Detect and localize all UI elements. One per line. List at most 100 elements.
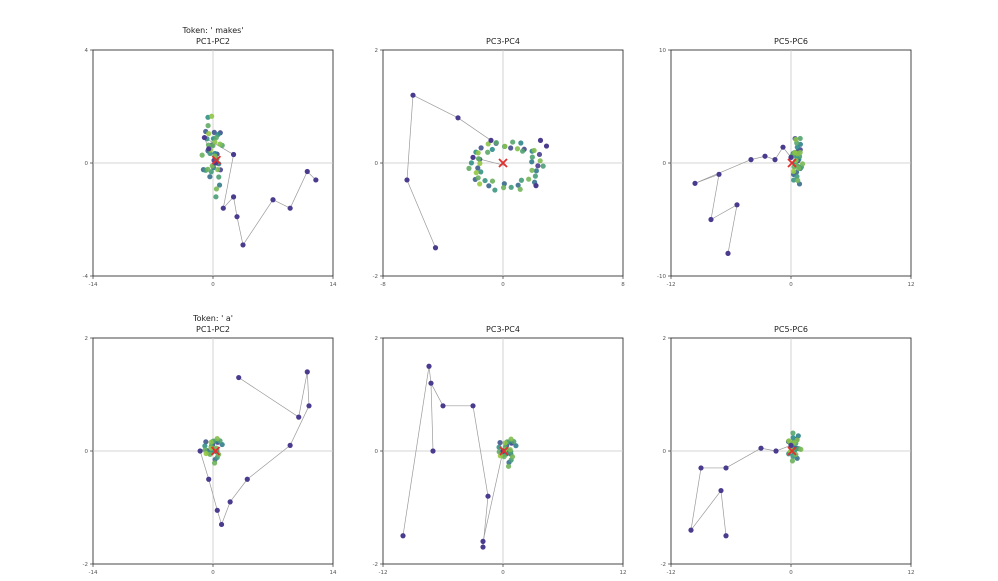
- cluster-point: [489, 146, 495, 153]
- y-tick-label: -2: [373, 562, 378, 568]
- cluster-point: [485, 141, 491, 147]
- cluster-point: [199, 152, 205, 158]
- subplot-title: PC1-PC2: [196, 325, 230, 334]
- trajectory-point: [772, 157, 778, 163]
- trajectory-segment: [428, 366, 432, 384]
- final-marker: [499, 446, 509, 456]
- y-tick-label: 0: [375, 449, 379, 455]
- cluster-point: [205, 123, 211, 129]
- trajectory-point: [218, 521, 225, 528]
- y-tick-label: -4: [83, 274, 89, 280]
- cluster-point: [535, 163, 541, 169]
- trajectory-segment: [406, 179, 436, 248]
- trajectory-point: [197, 448, 203, 454]
- x-tick-label: 12: [908, 282, 915, 288]
- cluster-point: [508, 436, 514, 442]
- cluster-point: [529, 154, 535, 160]
- trajectory-segment: [457, 117, 492, 141]
- cluster-point: [791, 168, 797, 175]
- subplot-2: PC3-PC4 -8 0 8 -2 0 2: [373, 37, 626, 288]
- y-tick-label: 2: [663, 336, 667, 342]
- y-tick-label: 2: [375, 48, 379, 54]
- y-tick-label: -10: [657, 274, 666, 280]
- trajectory-point: [244, 476, 250, 482]
- final-marker: [210, 446, 221, 456]
- trajectory-point: [400, 533, 406, 539]
- cluster-point: [502, 143, 508, 149]
- trajectory-point: [488, 137, 494, 143]
- cluster-point: [209, 113, 215, 119]
- x-tick-label: 14: [330, 570, 337, 576]
- final-marker: [498, 158, 508, 168]
- trajectory-point: [426, 363, 432, 369]
- trajectory-point: [773, 448, 779, 454]
- trajectory-point: [410, 92, 416, 98]
- cluster-point: [206, 131, 212, 137]
- cluster-point: [489, 178, 496, 184]
- trajectory-point: [313, 177, 319, 183]
- y-tick-label: 0: [375, 161, 379, 167]
- cluster-point: [794, 173, 800, 180]
- x-tick-label: 8: [621, 282, 625, 288]
- cluster-point: [477, 181, 483, 187]
- cluster-point: [519, 148, 526, 154]
- trajectory-point: [287, 205, 293, 211]
- trajectory-point: [762, 153, 768, 159]
- cluster-point: [486, 183, 492, 189]
- cluster-point: [789, 458, 796, 464]
- cluster-point: [211, 460, 218, 466]
- cluster-point: [536, 151, 543, 158]
- cluster-point: [517, 186, 523, 192]
- trajectory-point: [470, 154, 476, 160]
- cluster-point: [790, 430, 796, 436]
- trajectory-point: [230, 151, 237, 158]
- subplot-title: PC3-PC4: [486, 37, 520, 46]
- cluster-point: [215, 166, 221, 173]
- trajectory-point: [533, 183, 539, 189]
- trajectory-point: [428, 380, 434, 386]
- trajectory-point: [201, 134, 208, 141]
- trajectory-point: [718, 487, 724, 494]
- x-tick-label: -8: [380, 282, 386, 288]
- y-tick-label: 2: [85, 336, 89, 342]
- y-tick-label: 4: [85, 48, 89, 54]
- cluster-point: [526, 176, 532, 182]
- cluster-point: [482, 177, 488, 184]
- cluster-point: [515, 182, 521, 188]
- cluster-point: [475, 156, 482, 162]
- cluster-point: [475, 175, 481, 181]
- y-tick-label: -2: [83, 562, 88, 568]
- trajectory-point: [296, 414, 302, 420]
- trajectory-segment: [222, 154, 234, 209]
- cluster-point: [793, 136, 799, 143]
- trajectory-segment: [236, 216, 244, 245]
- trajectory-segment: [412, 94, 459, 119]
- y-tick-label: 0: [85, 449, 89, 455]
- trajectory-point: [404, 177, 410, 183]
- trajectory-segment: [727, 204, 738, 254]
- trajectory-segment: [482, 450, 504, 542]
- trajectory-point: [788, 154, 794, 160]
- trajectory-point: [220, 205, 226, 211]
- trajectory-segment: [233, 196, 238, 217]
- cluster-point: [477, 160, 483, 166]
- cluster-point: [475, 150, 481, 156]
- trajectory-point: [440, 403, 446, 409]
- trajectory-segment: [247, 445, 291, 480]
- trajectory-segment: [402, 366, 430, 536]
- trajectory-segment: [430, 383, 444, 406]
- cluster-point: [216, 182, 223, 188]
- cluster-point: [795, 177, 801, 183]
- cluster-point: [790, 435, 796, 441]
- trajectory-point: [230, 194, 237, 200]
- cluster-point: [214, 436, 220, 442]
- cluster-point: [518, 140, 524, 146]
- cluster-point: [537, 158, 543, 164]
- cluster-point: [497, 440, 503, 446]
- trajectory-point: [234, 214, 240, 220]
- trajectory-point: [287, 442, 293, 448]
- trajectory-segment: [775, 445, 792, 452]
- cluster-point: [202, 443, 208, 449]
- trajectory-point: [306, 403, 312, 409]
